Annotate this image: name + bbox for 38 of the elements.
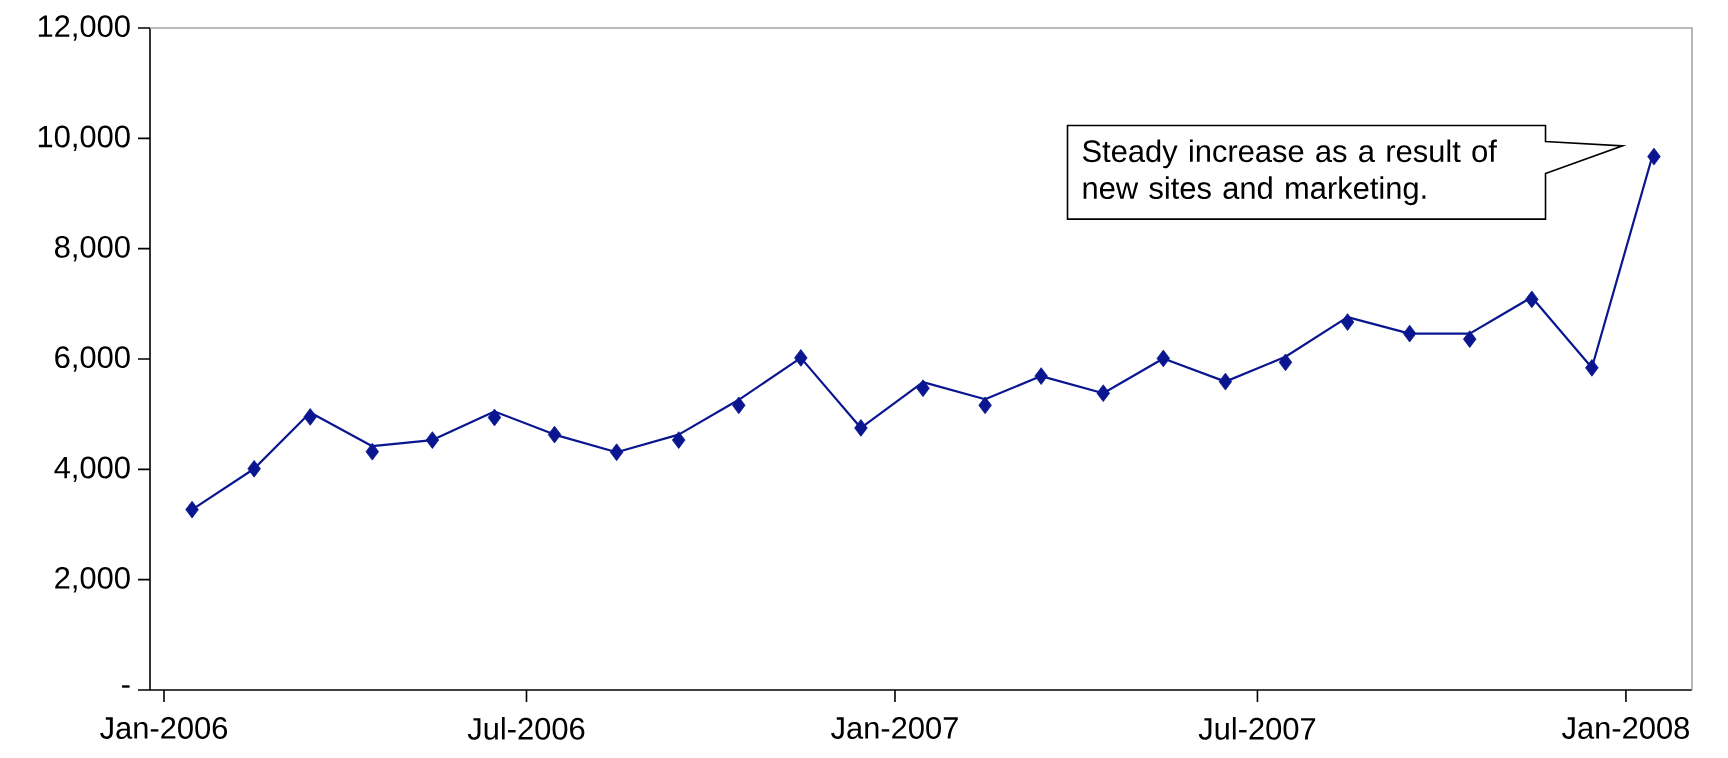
point bbox=[609, 443, 624, 462]
point bbox=[1647, 147, 1661, 166]
point bbox=[1156, 349, 1171, 368]
point bbox=[1096, 384, 1110, 402]
y-tick-label: 8,000 bbox=[55, 235, 130, 262]
point bbox=[1463, 330, 1477, 348]
point bbox=[487, 408, 502, 427]
point bbox=[1218, 372, 1233, 391]
y-tick-label: 4,000 bbox=[54, 456, 130, 483]
point bbox=[1278, 353, 1293, 372]
y-tick-label: 6,000 bbox=[55, 346, 130, 372]
point bbox=[1402, 324, 1417, 343]
y-tick-label: 12,000 bbox=[38, 15, 130, 41]
point bbox=[671, 431, 686, 449]
y-tick-label: 10,000 bbox=[38, 125, 130, 152]
point bbox=[1585, 359, 1599, 377]
point bbox=[547, 425, 562, 444]
point bbox=[365, 442, 379, 461]
point bbox=[1034, 367, 1048, 385]
x-tick-label: Jul-2007 bbox=[1198, 717, 1316, 740]
annotation: Steady increase as a result of new sites and marketing. bbox=[1082, 139, 1497, 206]
x-tick-label: Jan-2007 bbox=[831, 717, 958, 739]
point bbox=[185, 500, 199, 519]
point bbox=[794, 349, 808, 367]
x-tick-label: Jan-2006 bbox=[100, 717, 228, 739]
point bbox=[978, 396, 992, 415]
x-tick-label: Jan-2008 bbox=[1562, 717, 1689, 739]
point bbox=[916, 379, 930, 398]
point bbox=[1340, 313, 1355, 331]
y-tick-label: 2,000 bbox=[55, 566, 130, 593]
x-tick-label: Jul-2006 bbox=[467, 717, 585, 740]
point bbox=[854, 419, 868, 437]
point bbox=[1525, 290, 1539, 309]
point bbox=[732, 396, 746, 415]
point bbox=[425, 431, 440, 449]
y-tick-label: - bbox=[122, 685, 130, 688]
point bbox=[247, 459, 261, 478]
point bbox=[303, 408, 317, 426]
